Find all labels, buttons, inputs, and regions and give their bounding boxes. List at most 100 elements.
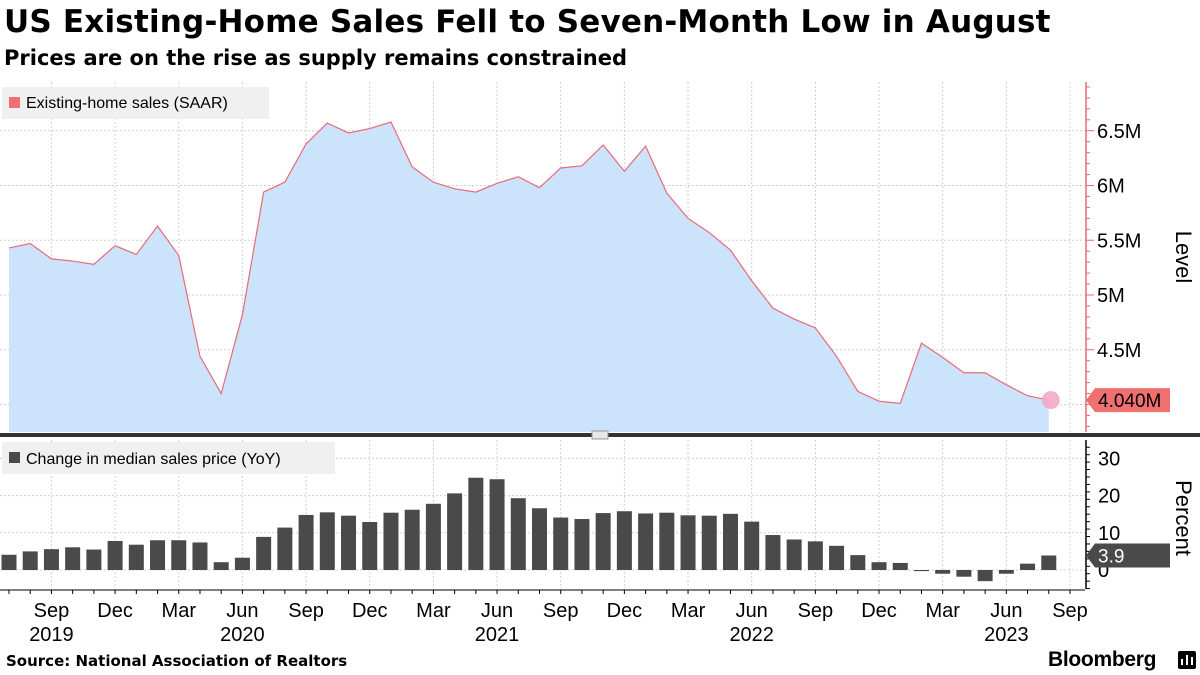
top-legend-label: Existing-home sales (SAAR): [26, 95, 228, 112]
price-change-bar: [786, 539, 802, 570]
price-change-bar: [1041, 555, 1057, 570]
price-change-bar: [277, 527, 293, 570]
price-change-bar: [1, 554, 17, 570]
price-change-bar: [404, 509, 420, 570]
price-change-bar: [616, 511, 632, 570]
price-change-bar: [532, 508, 547, 570]
x-month-label: Sep: [1052, 600, 1088, 622]
price-change-bar: [680, 515, 696, 570]
price-change-bar: [86, 549, 102, 570]
price-change-bar: [510, 498, 526, 570]
x-month-label: Jun: [990, 600, 1022, 622]
price-change-bar: [807, 541, 823, 570]
x-month-label: Mar: [416, 600, 451, 622]
x-month-label: Dec: [861, 600, 897, 622]
sales-last-value-badge: [1086, 388, 1170, 413]
x-year-label: 2020: [220, 624, 265, 646]
bottom-y-tick-label: 10: [1098, 523, 1120, 545]
x-month-label: Mar: [162, 600, 197, 622]
panel-resize-handle: [591, 430, 609, 440]
price-change-bar: [192, 542, 208, 570]
price-change-bar: [659, 512, 675, 570]
price-change-bar: [553, 517, 569, 570]
bottom-legend-label: Change in median sales price (YoY): [26, 451, 281, 468]
chart-title: US Existing-Home Sales Fell to Seven-Mon…: [4, 4, 1051, 40]
top-legend-swatch: [9, 97, 20, 108]
x-month-label: Dec: [352, 600, 388, 622]
top-y-tick-label: 6.5M: [1097, 121, 1141, 143]
price-change-bar: [722, 513, 738, 570]
bloomberg-terminal-icon: [1178, 651, 1196, 669]
price-change-bar: [425, 503, 441, 570]
price-change-bar: [574, 519, 590, 570]
price-change-bar: [701, 515, 717, 570]
sales-last-point-marker: [1041, 391, 1060, 410]
price-change-bar: [638, 513, 654, 570]
sales-last-value-label: 4.040M: [1098, 391, 1161, 412]
price-change-bar: [150, 540, 166, 570]
top-axis-title: Level: [1171, 231, 1196, 284]
sales-area-fill: [9, 121, 1049, 433]
price-change-bar: [319, 512, 335, 570]
price-change-bar: [935, 570, 951, 574]
price-change-bar: [829, 545, 845, 570]
top-y-tick-label: 6M: [1097, 176, 1125, 198]
bloomberg-logo: Bloomberg: [1048, 648, 1157, 671]
sales-line: [8, 121, 1049, 405]
bottom-legend: [2, 442, 335, 474]
bottom-y-tick-label: 20: [1098, 486, 1120, 508]
price-change-bar: [1020, 563, 1036, 570]
price-change-bar: [447, 493, 463, 570]
top-y-tick-label: 4.5M: [1097, 340, 1141, 362]
x-month-label: Jun: [481, 600, 513, 622]
top-y-tick-label: 5M: [1097, 285, 1125, 307]
x-month-label: Sep: [34, 600, 70, 622]
x-month-label: Sep: [798, 600, 834, 622]
chart-subtitle: Prices are on the rise as supply remains…: [4, 46, 627, 70]
top-legend: [2, 87, 269, 119]
price-change-bar: [298, 514, 314, 570]
price-change-bar: [234, 557, 250, 570]
price-change-bar: [489, 479, 505, 570]
price-change-bar: [765, 535, 781, 570]
x-month-label: Mar: [671, 600, 706, 622]
price-change-bar: [213, 562, 229, 570]
x-year-label: 2019: [29, 624, 74, 646]
bottom-legend-swatch: [9, 452, 20, 463]
price-change-bar: [362, 522, 378, 570]
x-month-label: Sep: [288, 600, 324, 622]
x-year-label: 2023: [984, 624, 1029, 646]
x-month-label: Dec: [97, 600, 133, 622]
price-change-bar: [744, 521, 760, 570]
price-change-bar: [977, 570, 993, 582]
price-change-bar: [468, 477, 484, 570]
bottom-y-tick-label: 0: [1098, 560, 1109, 582]
x-year-label: 2022: [729, 624, 774, 646]
x-month-label: Jun: [736, 600, 768, 622]
price-change-bar: [383, 512, 399, 570]
price-change-bar: [107, 540, 123, 570]
price-change-bar: [43, 549, 59, 570]
x-month-label: Jun: [226, 600, 258, 622]
price-last-value-badge: [1086, 543, 1170, 568]
price-change-bar: [998, 570, 1014, 574]
x-month-label: Mar: [925, 600, 960, 622]
price-change-bar: [171, 540, 187, 570]
price-change-bar: [956, 570, 972, 577]
price-change-bar: [595, 513, 611, 570]
price-change-bar: [850, 555, 866, 570]
price-change-bar: [128, 544, 144, 570]
price-change-bar: [341, 515, 357, 570]
price-change-bar: [256, 536, 272, 570]
bottom-y-tick-label: 30: [1098, 448, 1120, 470]
price-change-bar: [871, 562, 887, 570]
x-month-label: Dec: [607, 600, 643, 622]
price-change-bar: [65, 547, 81, 570]
price-last-value-label: 3.9: [1098, 546, 1124, 567]
x-month-label: Sep: [543, 600, 579, 622]
price-change-bar: [892, 562, 908, 570]
price-change-bar: [913, 570, 929, 572]
source-note: Source: National Association of Realtors: [6, 652, 348, 670]
x-year-label: 2021: [475, 624, 520, 646]
